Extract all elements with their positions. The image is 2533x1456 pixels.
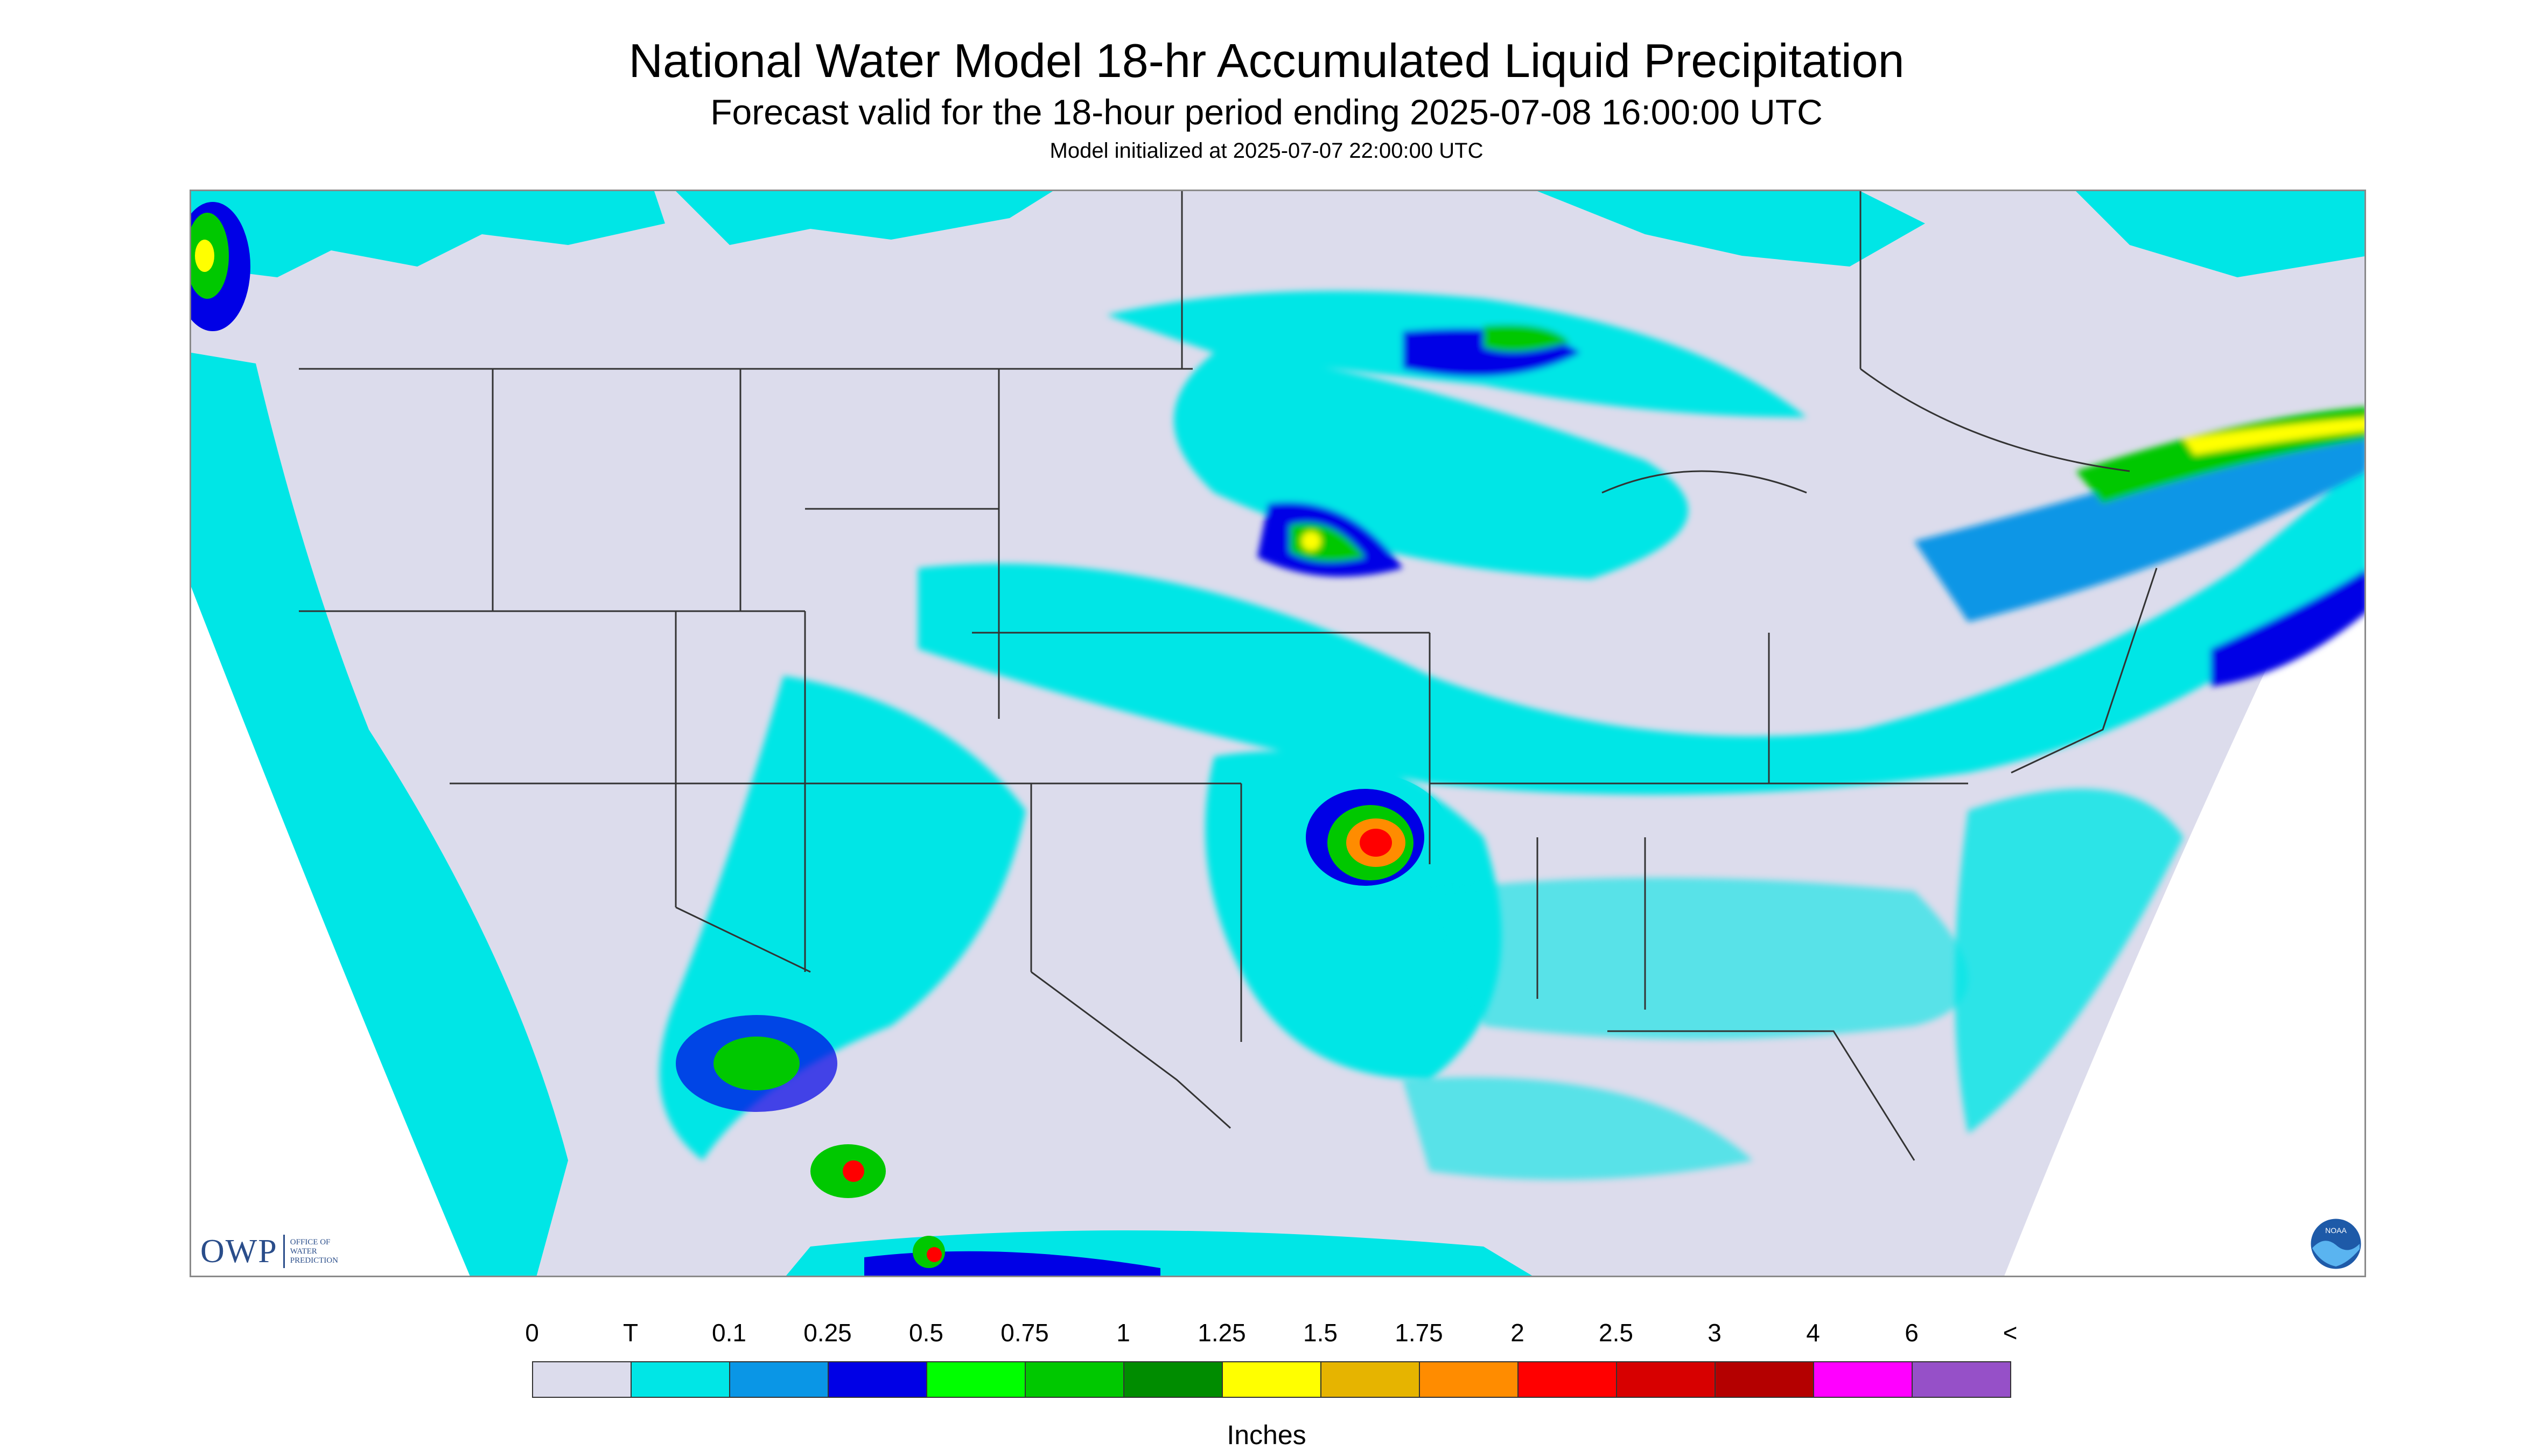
gulf-precip xyxy=(1403,789,2184,1180)
legend-tick-label: 0.25 xyxy=(803,1319,852,1347)
southern-plains-storm xyxy=(1279,773,1451,902)
boundaries xyxy=(299,191,2158,1161)
legend-tick-label: 0.5 xyxy=(909,1319,943,1347)
legend-tick-label: 0.75 xyxy=(1000,1319,1049,1347)
legend-tick-label: 0 xyxy=(525,1319,539,1347)
legend-swatch xyxy=(1320,1361,1420,1398)
legend-tick-label: 6 xyxy=(1905,1319,1919,1347)
pacific-northwest-storm xyxy=(191,202,250,331)
legend-tick-label: T xyxy=(622,1319,639,1347)
mexico-precip xyxy=(676,1015,886,1198)
owp-logo-mark: OWP xyxy=(200,1233,278,1270)
legend-swatch xyxy=(828,1361,927,1398)
legend-swatch xyxy=(631,1361,730,1398)
legend-tick-label: 1.25 xyxy=(1198,1319,1246,1347)
legend-swatch xyxy=(926,1361,1026,1398)
legend-units: Inches xyxy=(1227,1420,1306,1450)
owp-logo: OWP OFFICE OF WATER PREDICTION xyxy=(200,1233,355,1270)
model-init-line: Model initialized at 2025-07-07 22:00:00… xyxy=(1049,139,1484,163)
legend-swatches xyxy=(532,1361,2011,1398)
legend-swatch xyxy=(1222,1361,1321,1398)
legend-tick-label: 2.5 xyxy=(1599,1319,1633,1347)
legend-swatch xyxy=(1912,1361,2011,1398)
legend-swatch xyxy=(1616,1361,1716,1398)
legend-swatch xyxy=(1517,1361,1617,1398)
legend-swatch xyxy=(1813,1361,1913,1398)
legend-swatch xyxy=(729,1361,829,1398)
precipitation-map xyxy=(190,190,2366,1277)
legend-tick-label: 4 xyxy=(1806,1319,1820,1347)
upper-midwest-precip xyxy=(1107,291,1807,579)
noaa-logo-text: NOAA xyxy=(2325,1226,2347,1235)
legend-swatch xyxy=(1715,1361,1814,1398)
pacific-precip-band xyxy=(191,353,568,1276)
legend-swatch xyxy=(532,1361,632,1398)
legend-tick-label: 2 xyxy=(1510,1319,1524,1347)
legend-tick-label: 1.5 xyxy=(1303,1319,1338,1347)
map-canvas xyxy=(191,191,2364,1276)
legend-tick-label: 0.1 xyxy=(712,1319,746,1347)
owp-logo-divider xyxy=(283,1235,285,1268)
legend-tick-label: 1.75 xyxy=(1395,1319,1443,1347)
legend-tick-label: < xyxy=(2003,1319,2018,1347)
map-subtitle: Forecast valid for the 18-hour period en… xyxy=(710,92,1823,132)
legend-swatch xyxy=(1419,1361,1519,1398)
noaa-logo-icon: NOAA xyxy=(2309,1217,2363,1271)
outside-projection-left xyxy=(191,191,470,1276)
legend-swatch xyxy=(1123,1361,1223,1398)
legend-tick-label: 3 xyxy=(1708,1319,1722,1347)
precipitation-legend: 0 T 0.1 0.25 0.5 0.75 1 1.25 1.5 1.75 2 2.5 3 4 6 < xyxy=(525,1318,2026,1399)
canada-precip xyxy=(191,191,2364,277)
owp-logo-text: OFFICE OF WATER PREDICTION xyxy=(290,1237,338,1265)
legend-tick-label: 1 xyxy=(1116,1319,1130,1347)
legend-swatch xyxy=(1025,1361,1124,1398)
map-title: National Water Model 18-hr Accumulated L… xyxy=(628,34,1905,87)
